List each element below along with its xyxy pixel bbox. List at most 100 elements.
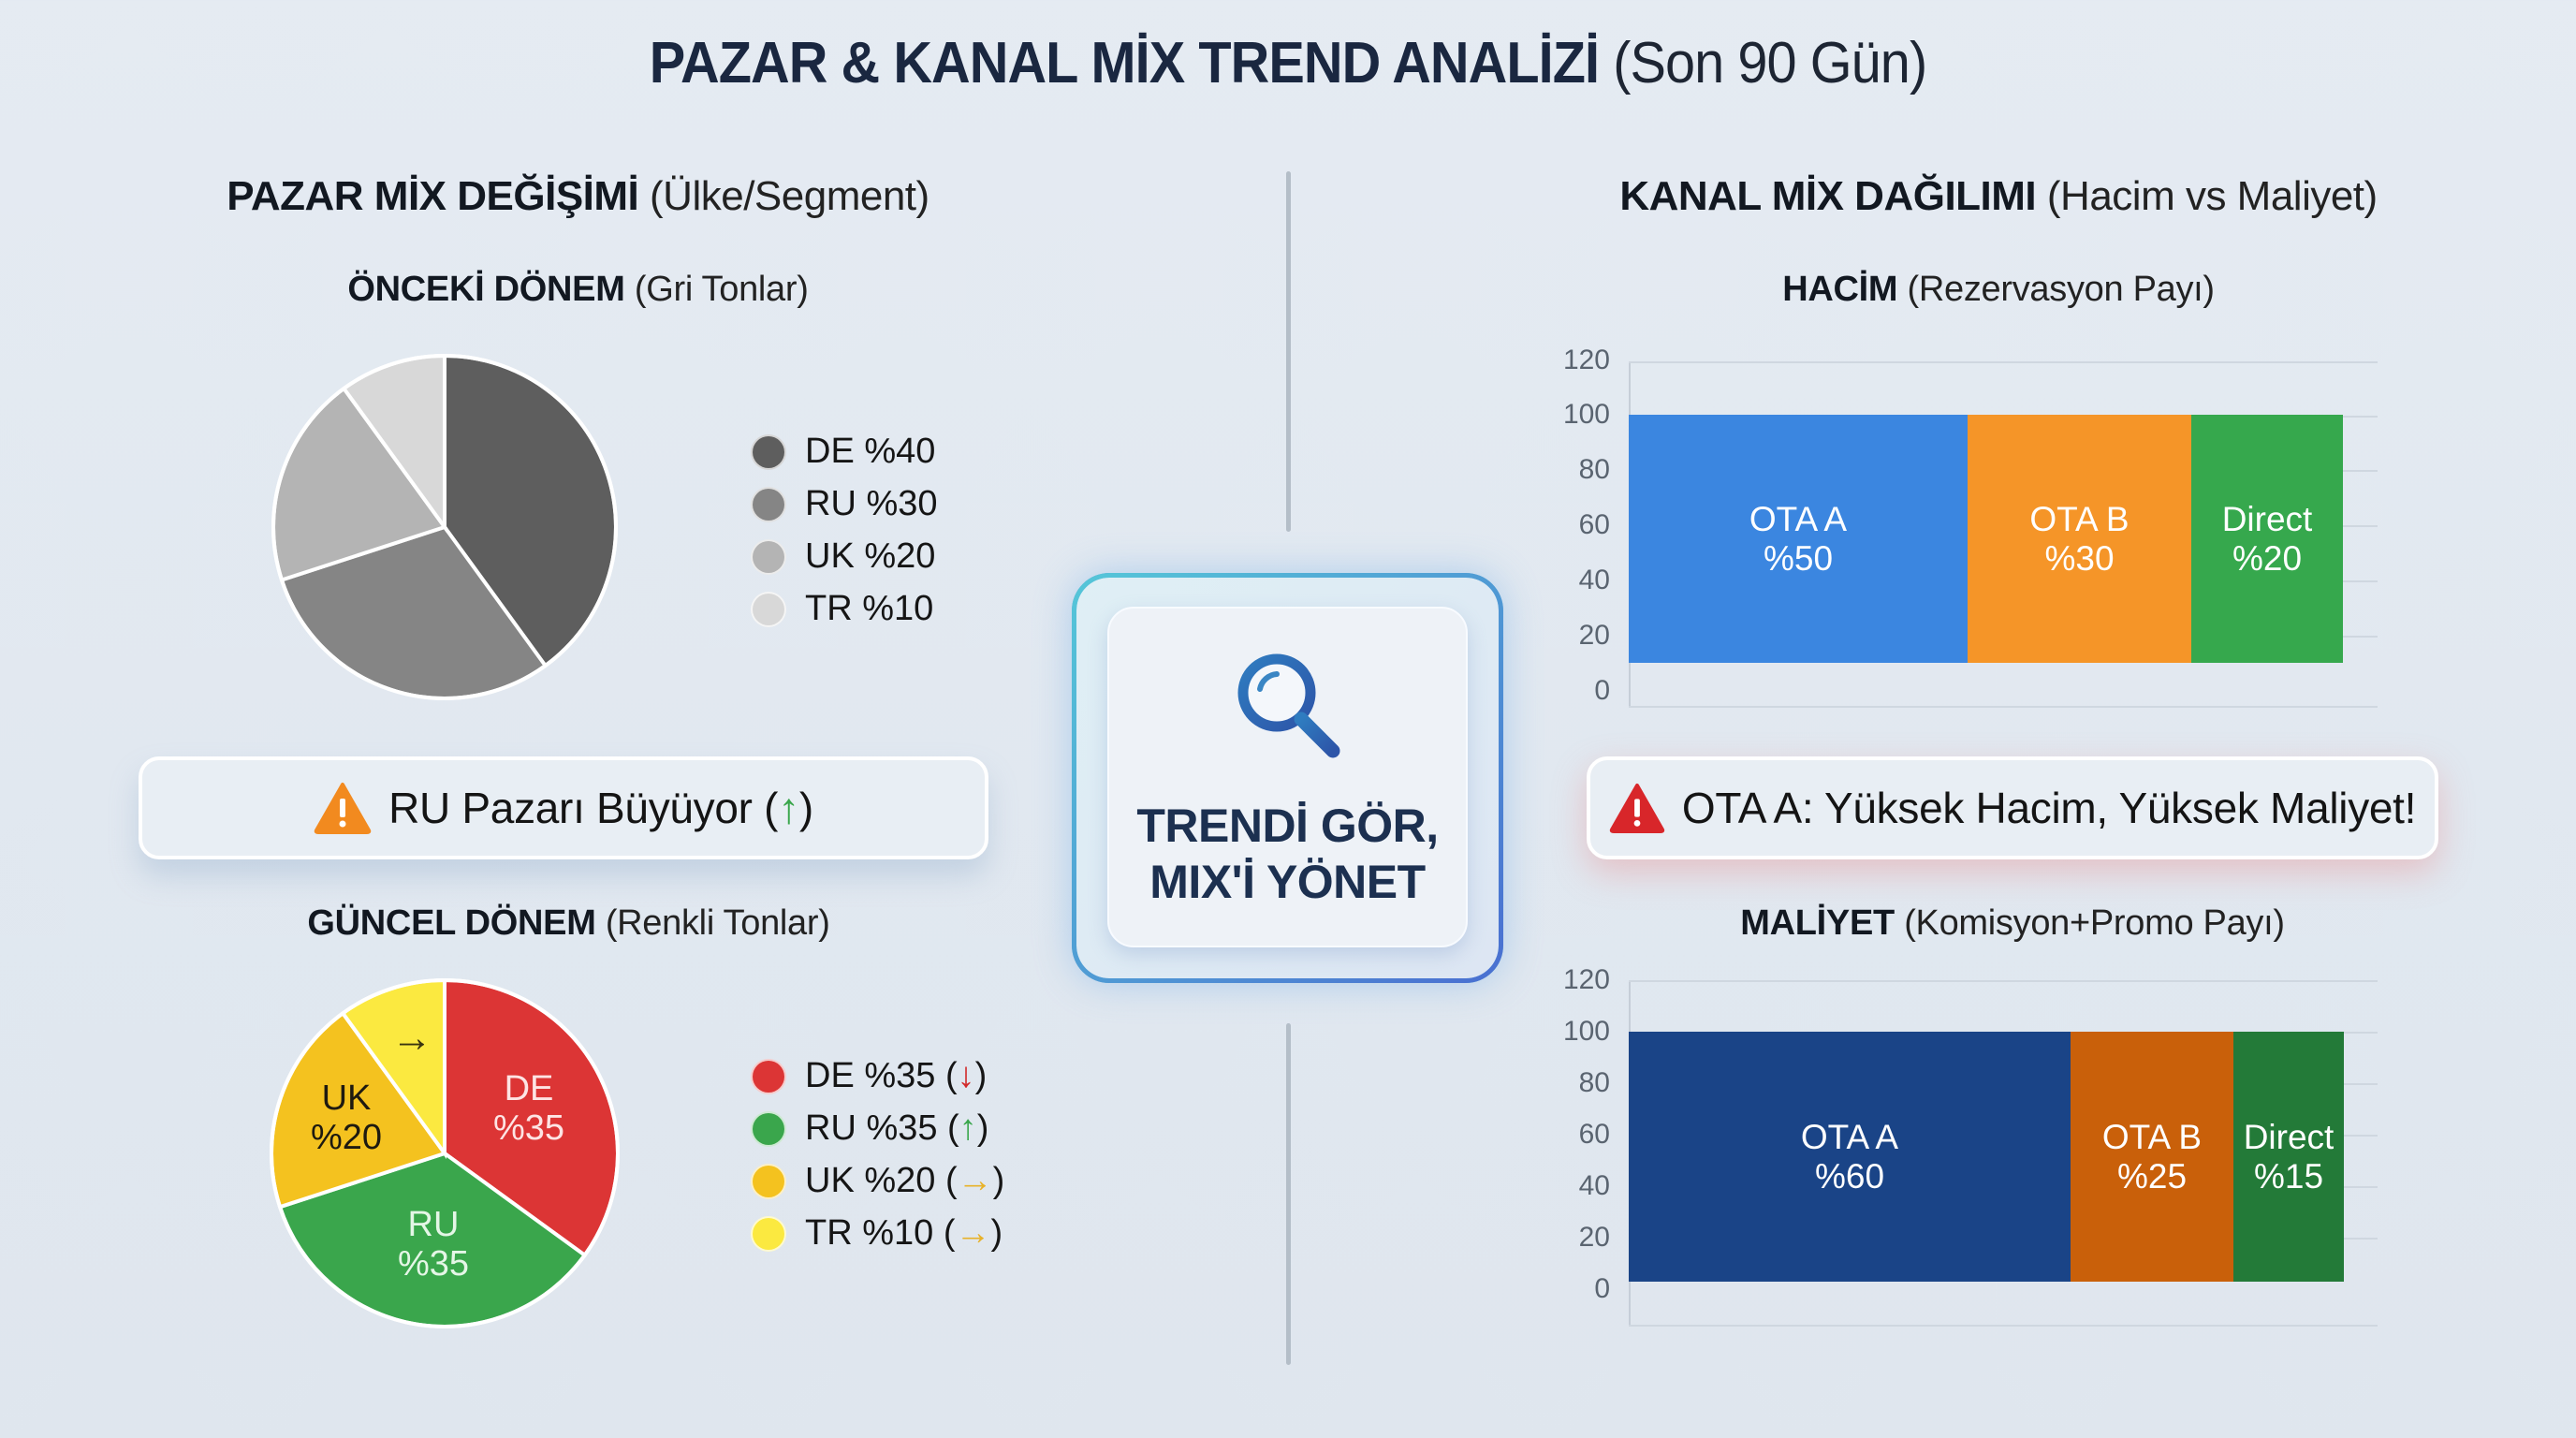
pie-label-de-value: %35 — [492, 1108, 565, 1148]
current-period-heading-bold: GÜNCEL DÖNEM — [307, 903, 596, 943]
bar-label-value: %50 — [1763, 538, 1834, 578]
pie-label-de: DE %35 — [482, 1069, 576, 1148]
legend-label: TR %10 — [805, 589, 934, 628]
volume-bar-chart: 120 100 80 60 40 20 0 OTA A %50 OTA B %3… — [1554, 337, 2378, 712]
center-divider-top — [1286, 171, 1291, 532]
bar-segment-direct: Direct %20 — [2191, 415, 2343, 663]
y-tick: 0 — [1594, 675, 1610, 706]
y-tick: 40 — [1578, 565, 1610, 595]
bar-label-name: OTA A — [1749, 499, 1848, 538]
cost-heading-light: (Komisyon+Promo Payı) — [1904, 903, 2285, 943]
bar-segment-ota-a: OTA A %50 — [1629, 415, 1968, 663]
legend-swatch — [751, 486, 786, 522]
pie-label-ru-name: RU — [407, 1205, 460, 1244]
previous-period-heading-light: (Gri Tonlar) — [634, 270, 809, 309]
pie-label-ru-value: %35 — [397, 1244, 470, 1284]
trend-flat-arrow-icon: → — [957, 1161, 993, 1200]
cost-warning-alert-text: OTA A: Yüksek Hacim, Yüksek Maliyet! — [1681, 784, 2417, 832]
market-mix-heading-bold: PAZAR MİX DEĞİŞİMİ — [227, 173, 639, 219]
bar-label-name: OTA B — [2101, 1117, 2203, 1156]
trend-up-arrow-icon: ↑ — [959, 1108, 977, 1148]
warning-triangle-icon — [1609, 783, 1665, 833]
page-title-main: PAZAR & KANAL MİX TREND ANALİZİ — [649, 31, 1600, 95]
y-tick: 20 — [1578, 1222, 1610, 1253]
cost-heading: MALİYET (Komisyon+Promo Payı) — [1404, 903, 2576, 944]
alert-text: RU Pazarı Büyüyor ( — [388, 784, 779, 832]
legend-close-paren: ) — [990, 1213, 1003, 1253]
legend-item-tr: TR %10 (→) — [751, 1213, 1003, 1254]
page-title: PAZAR & KANAL MİX TREND ANALİZİ (Son 90 … — [90, 30, 2485, 96]
grid-line — [1629, 361, 2378, 363]
trend-down-arrow-icon: ↓ — [957, 1056, 975, 1095]
pie-label-uk: UK %20 — [300, 1078, 393, 1157]
y-tick: 60 — [1578, 1119, 1610, 1150]
y-tick: 80 — [1578, 1067, 1610, 1098]
legend-label: RU %35 ( — [805, 1108, 959, 1148]
bar-label-value: %30 — [2044, 538, 2115, 578]
trend-card-line2: MIX'İ YÖNET — [1149, 856, 1426, 908]
legend-swatch — [751, 1058, 786, 1094]
bar-segment-ota-b: OTA B %30 — [1968, 415, 2191, 663]
bar-segment-ota-b: OTA B %25 — [2071, 1032, 2233, 1282]
legend-swatch — [751, 591, 786, 627]
y-tick: 100 — [1562, 399, 1610, 430]
bar-label-name: Direct — [2221, 499, 2313, 538]
legend-item-ru: RU %30 — [751, 484, 938, 524]
volume-heading-bold: HACİM — [1782, 270, 1898, 309]
y-tick: 60 — [1578, 509, 1610, 540]
previous-period-heading: ÖNCEKİ DÖNEM (Gri Tonlar) — [0, 270, 1156, 310]
current-period-heading: GÜNCEL DÖNEM (Renkli Tonlar) — [0, 903, 1137, 944]
pie-label-de-name: DE — [504, 1069, 554, 1108]
legend-item-ru: RU %35 (↑) — [751, 1108, 988, 1149]
legend-close-paren: ) — [974, 1056, 988, 1095]
bar-label-value: %15 — [2253, 1156, 2324, 1196]
legend-label: DE %35 ( — [805, 1056, 958, 1095]
trend-card-line1: TRENDİ GÖR, — [1136, 800, 1439, 852]
legend-label: UK %20 ( — [805, 1161, 958, 1200]
bar-label-value: %25 — [2116, 1156, 2188, 1196]
cost-warning-alert: OTA A: Yüksek Hacim, Yüksek Maliyet! — [1587, 756, 2438, 859]
legend-item-de: DE %35 (↓) — [751, 1056, 987, 1096]
alert-close-paren: ) — [798, 784, 813, 832]
magnifier-icon — [1237, 653, 1339, 758]
legend-close-paren: ) — [992, 1161, 1005, 1200]
y-tick: 100 — [1562, 1016, 1610, 1047]
bar-label-name: OTA A — [1800, 1117, 1899, 1156]
market-growth-alert: RU Pazarı Büyüyor (↑) — [139, 756, 988, 859]
bar-segment-ota-a: OTA A %60 — [1629, 1032, 2071, 1282]
y-tick: 40 — [1578, 1170, 1610, 1201]
cost-heading-bold: MALİYET — [1740, 903, 1895, 943]
pie-label-tr-arrow-icon: → — [391, 1015, 432, 1061]
legend-close-paren: ) — [976, 1108, 989, 1148]
grid-line — [1629, 980, 2378, 982]
x-axis — [1629, 706, 2378, 708]
trend-card-text: TRENDİ GÖR, MIX'İ YÖNET — [1136, 798, 1439, 910]
y-tick: 0 — [1594, 1273, 1610, 1304]
volume-heading: HACİM (Rezervasyon Payı) — [1404, 270, 2576, 310]
center-divider-bottom — [1286, 1023, 1291, 1365]
y-tick: 20 — [1578, 620, 1610, 651]
legend-swatch — [751, 433, 786, 470]
legend-swatch — [751, 1110, 786, 1147]
pie-label-ru: RU %35 — [387, 1205, 480, 1284]
legend-item-uk: UK %20 — [751, 536, 935, 577]
legend-item-uk: UK %20 (→) — [751, 1161, 1004, 1201]
bar-label-name: OTA B — [2029, 499, 2130, 538]
volume-heading-light: (Rezervasyon Payı) — [1907, 270, 2216, 309]
legend-swatch — [751, 538, 786, 575]
previous-period-pie-chart — [271, 353, 618, 700]
warning-triangle-icon — [314, 783, 372, 834]
legend-swatch — [751, 1215, 786, 1252]
channel-mix-heading: KANAL MİX DAĞILIMI (Hacim vs Maliyet) — [1404, 173, 2576, 220]
page-title-period: (Son 90 Gün) — [1613, 31, 1927, 95]
bar-label-value: %20 — [2232, 538, 2303, 578]
legend-label: TR %10 ( — [805, 1213, 956, 1253]
legend-item-tr: TR %10 — [751, 589, 933, 629]
previous-period-heading-bold: ÖNCEKİ DÖNEM — [347, 270, 625, 309]
current-period-heading-light: (Renkli Tonlar) — [605, 903, 830, 943]
pie-label-uk-value: %20 — [310, 1118, 383, 1157]
legend-item-de: DE %40 — [751, 432, 935, 472]
trend-card[interactable]: TRENDİ GÖR, MIX'İ YÖNET — [1107, 607, 1468, 947]
market-growth-alert-text: RU Pazarı Büyüyor (↑) — [388, 783, 813, 833]
legend-label: RU %30 — [805, 484, 938, 523]
